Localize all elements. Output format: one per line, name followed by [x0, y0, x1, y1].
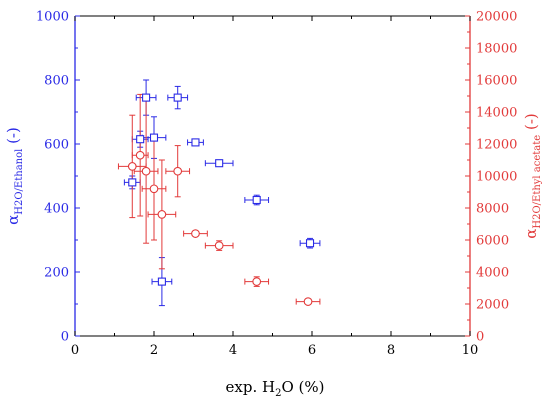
right-y-tick-label: 20000	[476, 10, 517, 25]
x-tick-label: 0	[71, 343, 79, 358]
right-y-axis-title-sub: H2O/Ethyl acetate	[532, 135, 543, 229]
data-point-circle	[191, 229, 200, 238]
left-y-axis-title-suffix: (-)	[4, 127, 22, 149]
left-y-tick-label: 400	[44, 202, 69, 217]
data-point-square	[252, 195, 261, 205]
data-point-circle	[303, 297, 313, 306]
data-point-circle	[135, 150, 145, 160]
data-point-square	[157, 277, 166, 286]
data-point-square	[305, 239, 315, 248]
left-y-tick-label: 0	[61, 330, 69, 345]
x-axis-title-suffix: O (%)	[281, 378, 324, 396]
left-y-axis-title-main: α	[4, 215, 22, 225]
right-y-tick-label: 6000	[476, 234, 509, 249]
right-y-tick-label: 18000	[476, 42, 517, 57]
tick-labels: 0 2 4 6 8 10020040060080010000200040006000800…	[36, 10, 517, 359]
data-point-circle	[141, 166, 151, 176]
x-tick-label: 6	[308, 343, 316, 358]
data-point-square	[142, 93, 151, 102]
data-point-square	[149, 133, 159, 142]
x-axis-title-prefix: exp. H	[226, 378, 276, 396]
left-y-axis-title-sub: H2O/Ethanol	[14, 149, 25, 215]
left-y-tick-label: 600	[44, 138, 69, 153]
right-y-tick-label: 0	[476, 330, 484, 345]
data-point-circle	[127, 162, 137, 171]
right-y-axis-title: αH2O/Ethyl acetate (-)	[522, 113, 543, 239]
right-y-tick-label: 16000	[476, 74, 517, 89]
x-tick-label: 2	[150, 343, 158, 358]
left-y-axis-title: αH2O/Ethanol (-)	[4, 127, 25, 225]
data-point-circle	[252, 277, 262, 286]
right-y-tick-label: 8000	[476, 202, 509, 217]
left-y-tick-label: 200	[44, 266, 69, 281]
x-axis-title: exp. H2O (%)	[226, 378, 325, 399]
data-point-circle	[214, 241, 224, 250]
x-tick-label: 4	[229, 343, 237, 358]
right-y-tick-label: 4000	[476, 266, 509, 281]
x-tick-label: 8	[387, 343, 395, 358]
right-y-axis-title-suffix: (-)	[522, 113, 540, 135]
x-tick-label: 10	[462, 343, 479, 358]
data-point-square	[215, 159, 224, 168]
data-point-square	[191, 138, 200, 147]
error-bars	[117, 79, 321, 307]
data-markers	[127, 93, 315, 306]
data-point-square	[136, 135, 145, 144]
data-point-circle	[149, 184, 159, 194]
data-point-square	[173, 93, 182, 102]
right-y-tick-label: 12000	[476, 138, 517, 153]
right-y-tick-label: 2000	[476, 298, 509, 313]
data-point-circle	[173, 166, 183, 176]
data-point-square	[128, 178, 137, 187]
right-y-tick-label: 10000	[476, 170, 517, 185]
right-y-axis-title-main: α	[522, 229, 540, 239]
left-y-tick-label: 800	[44, 74, 69, 89]
left-y-tick-label: 1000	[36, 10, 69, 25]
data-point-circle	[157, 210, 167, 219]
tick-marks	[74, 15, 471, 337]
right-y-tick-label: 14000	[476, 106, 517, 121]
x-axis-title-sub: 2	[275, 388, 281, 399]
